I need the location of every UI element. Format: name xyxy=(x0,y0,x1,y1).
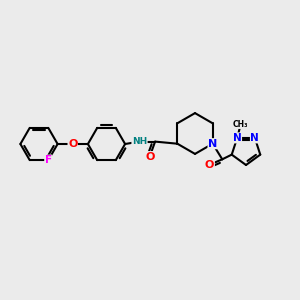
Text: F: F xyxy=(45,155,52,165)
Text: CH₃: CH₃ xyxy=(233,120,248,129)
Text: O: O xyxy=(145,152,154,162)
Text: N: N xyxy=(208,139,217,149)
Text: O: O xyxy=(205,160,214,170)
Text: N: N xyxy=(233,133,242,143)
Text: NH: NH xyxy=(132,137,147,146)
Text: O: O xyxy=(68,139,77,149)
Text: N: N xyxy=(250,133,259,143)
